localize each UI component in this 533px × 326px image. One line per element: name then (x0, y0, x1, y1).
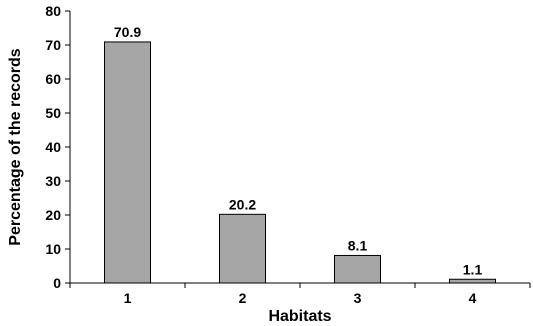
x-tick-label: 2 (239, 290, 247, 306)
bar-habitat-4 (449, 278, 496, 284)
bar-habitat-2 (219, 213, 266, 284)
y-tick-label: 30 (45, 173, 61, 189)
y-tick-label: 10 (45, 241, 61, 257)
x-tick-label: 1 (124, 290, 132, 306)
y-tick-label: 50 (45, 105, 61, 121)
y-tick-label: 60 (45, 71, 61, 87)
x-tick-label: 3 (354, 290, 362, 306)
y-tick-label: 20 (45, 207, 61, 223)
data-label: 70.9 (114, 24, 141, 40)
bar-habitat-1 (104, 41, 151, 284)
y-axis: 0 10 20 30 40 50 60 70 80 (45, 3, 71, 291)
y-tick-label: 80 (45, 3, 61, 19)
data-label: 8.1 (348, 237, 368, 253)
y-tick-label: 40 (45, 139, 61, 155)
x-axis-title: Habitats (268, 308, 331, 325)
x-tick-label: 4 (469, 290, 477, 306)
y-tick-label: 0 (53, 275, 61, 291)
data-labels: 70.9 20.2 8.1 1.1 (114, 24, 483, 277)
bars (104, 41, 496, 284)
y-axis-title: Percentage of the records (7, 48, 24, 246)
data-label: 1.1 (463, 261, 483, 277)
bar-habitat-3 (334, 254, 381, 284)
x-axis: 1 2 3 4 (69, 282, 531, 306)
y-tick-label: 70 (45, 37, 61, 53)
data-label: 20.2 (229, 196, 256, 212)
